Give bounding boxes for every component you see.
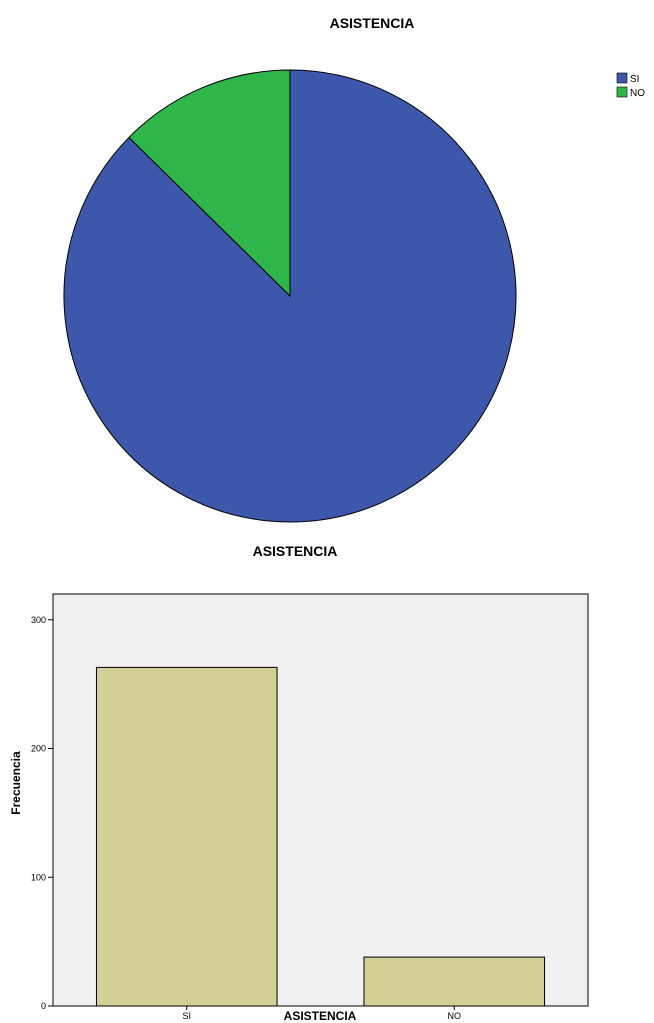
x-tick-label: SI: [182, 1011, 191, 1021]
pie-chart: ASISTENCIA ASISTENCIA SI NO: [63, 15, 645, 559]
x-axis-ticks: SI NO: [182, 1006, 461, 1021]
pie-chart-footer-label: ASISTENCIA: [253, 543, 338, 559]
bar-chart-x-axis-title: ASISTENCIA: [284, 1009, 357, 1023]
y-tick-label: 100: [31, 872, 46, 882]
y-tick-label: 200: [31, 744, 46, 754]
pie-legend: SI NO: [616, 72, 645, 99]
bar-chart-y-axis-title: Frecuencia: [9, 751, 23, 815]
pie-slices: [63, 69, 517, 523]
bar-no: [363, 956, 546, 1007]
y-tick-label: 0: [41, 1001, 46, 1011]
bar-si: [95, 666, 278, 1007]
pie-slice-no: [128, 69, 291, 298]
legend-swatch-no: [616, 86, 628, 98]
legend-label-si: SI: [630, 74, 639, 85]
pie-chart-title: ASISTENCIA: [330, 15, 415, 31]
legend-label-no: NO: [630, 88, 645, 99]
bar-chart: 0 100 200 300 SI NO ASISTENCIA Frecuencia: [9, 593, 589, 1023]
y-tick-label: 300: [31, 615, 46, 625]
x-tick-label: NO: [448, 1011, 462, 1021]
legend-swatch-si: [616, 72, 628, 84]
bar-marks: [95, 666, 546, 1007]
y-axis-ticks: 0 100 200 300: [31, 615, 53, 1011]
